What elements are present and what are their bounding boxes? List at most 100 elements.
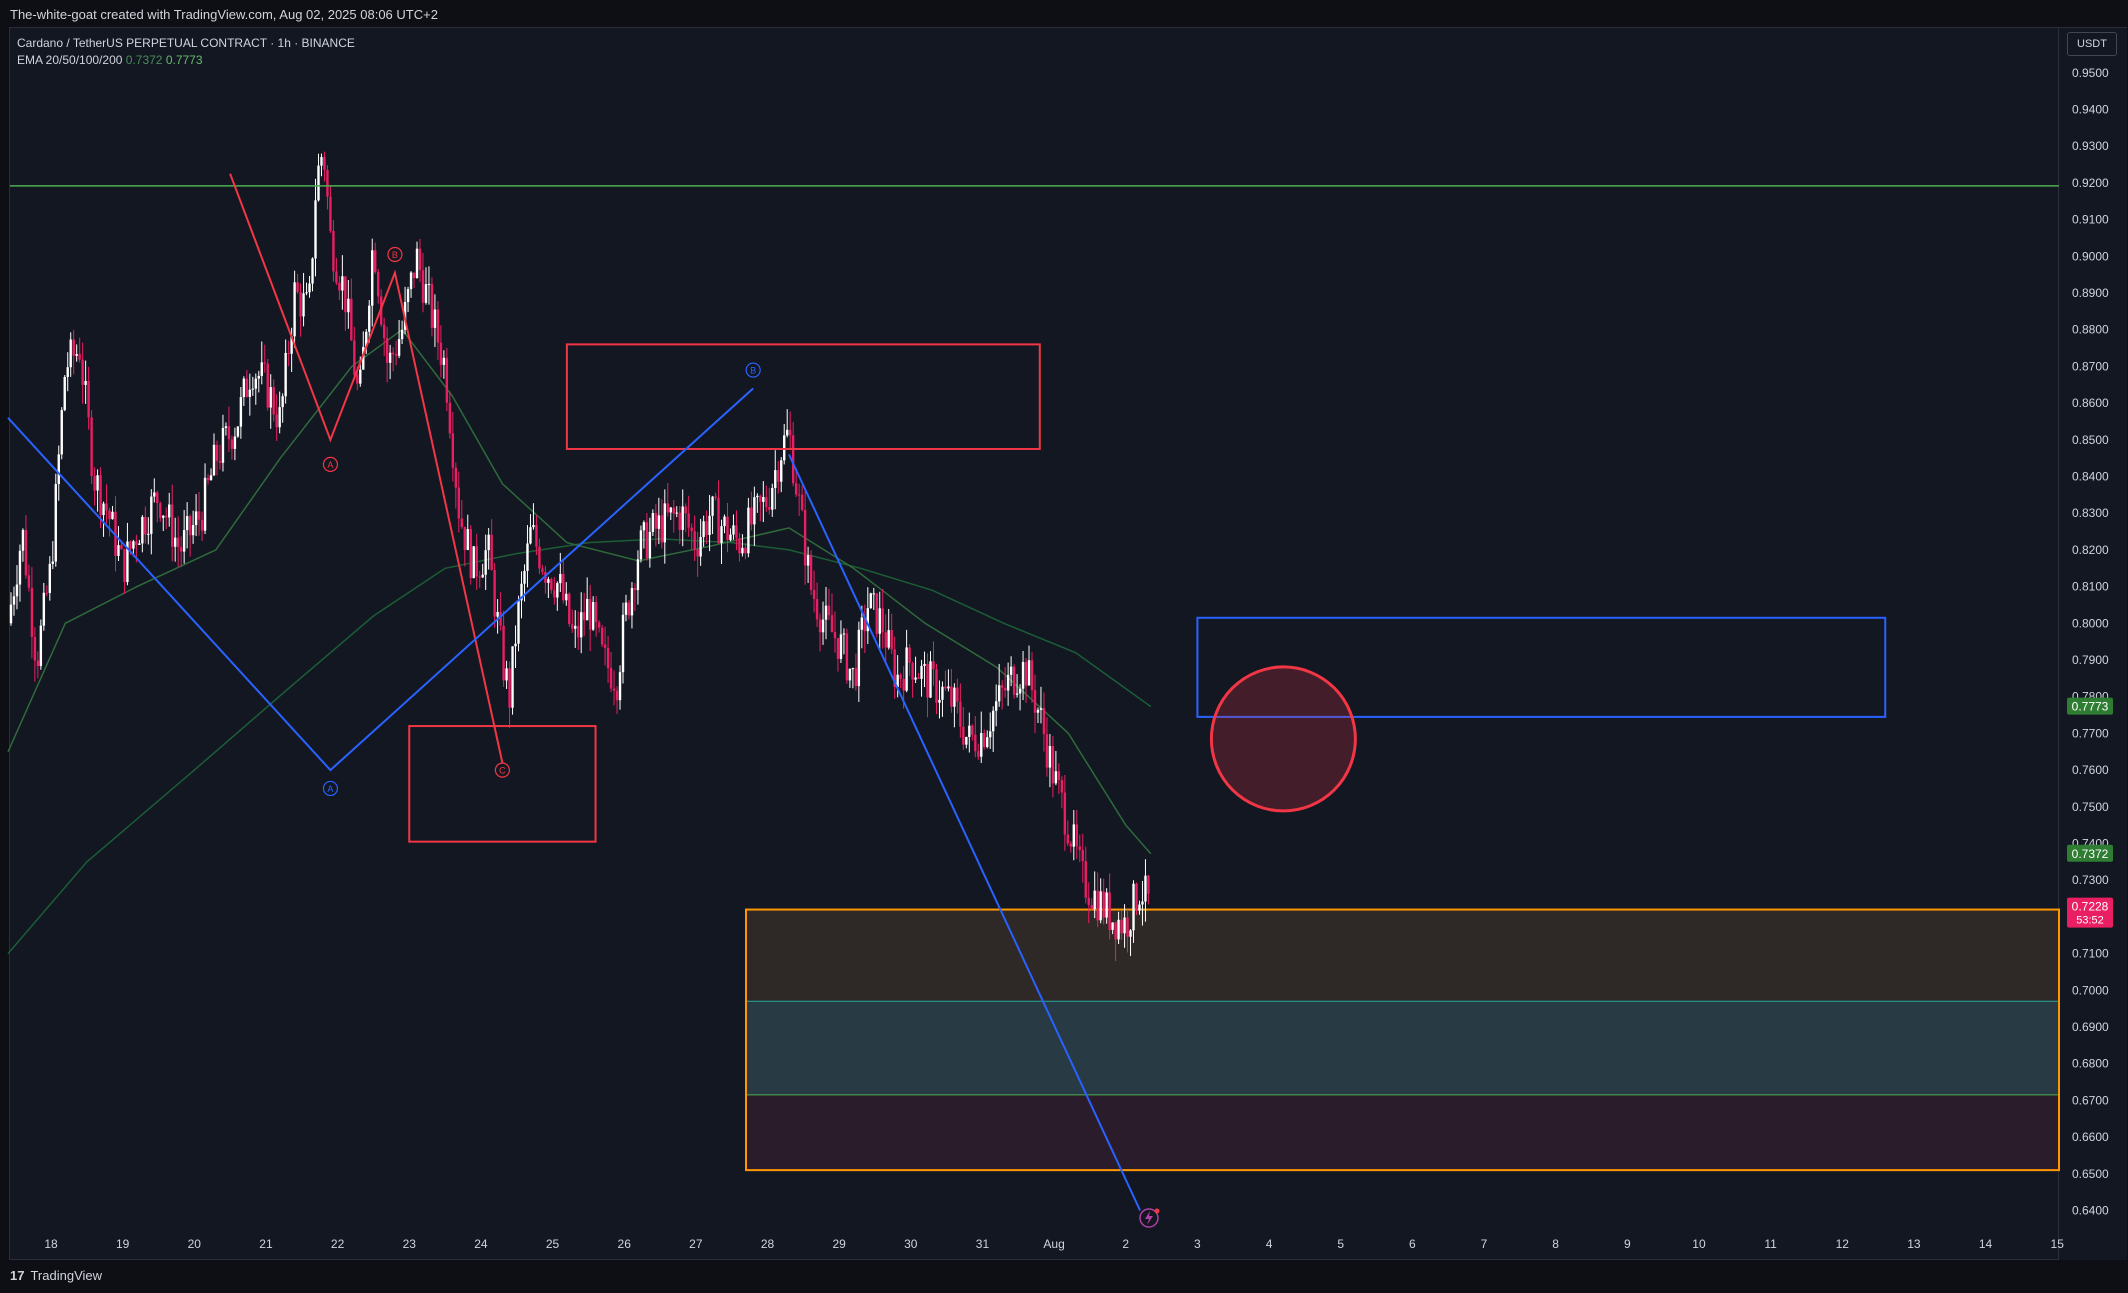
- candle-down: [744, 547, 747, 554]
- x-tick-label: 27: [689, 1237, 703, 1251]
- x-tick-label: 4: [1266, 1237, 1273, 1251]
- x-tick-label: 18: [44, 1237, 58, 1251]
- candle-down: [562, 573, 565, 601]
- candle-down: [759, 495, 762, 502]
- candle-down: [588, 598, 592, 630]
- candle-up: [565, 593, 568, 601]
- blue-abc-wave: [7, 387, 754, 772]
- red-wave-label-a-circle: [322, 456, 339, 472]
- candle-up: [860, 617, 864, 630]
- y-tick-label: 0.9500: [2072, 66, 2109, 80]
- candle-down: [809, 555, 813, 590]
- candle-down: [582, 612, 586, 621]
- candle-up: [365, 331, 368, 347]
- candle-up: [989, 731, 992, 738]
- candle-down: [627, 602, 631, 616]
- price-axis[interactable]: [2059, 27, 2127, 1260]
- candle-up: [293, 282, 296, 337]
- candle-down: [1066, 834, 1070, 844]
- chart-legend: Cardano / TetherUS PERPETUAL CONTRACT · …: [17, 35, 355, 69]
- candle-up: [630, 588, 634, 616]
- candle-up: [260, 362, 263, 376]
- candle-down: [899, 674, 902, 679]
- red-box-upper: [565, 343, 1041, 450]
- candle-down: [577, 625, 580, 638]
- candle-up: [281, 396, 284, 408]
- demand-zone-band-2: [746, 1094, 2059, 1171]
- candle-up: [923, 663, 926, 666]
- candle-down: [421, 270, 425, 303]
- candle-down: [1051, 746, 1055, 784]
- candle-up: [18, 550, 22, 585]
- candle-up: [433, 309, 437, 328]
- candle-up: [648, 531, 652, 559]
- candle-down: [394, 354, 398, 356]
- candle-up: [574, 625, 577, 629]
- tradingview-logo[interactable]: 17 TradingView: [10, 1268, 102, 1283]
- candle-down: [750, 507, 753, 525]
- candle-up: [51, 561, 54, 564]
- candle-down: [678, 512, 681, 530]
- y-axis-labels: 0.9500 0.9400 0.9300 0.9200 0.9100 0.9000 0.89…: [2072, 66, 2109, 1218]
- candle-up: [317, 165, 320, 201]
- candle-up: [756, 495, 759, 498]
- candle-down: [600, 627, 604, 645]
- candles-layer: [9, 151, 1150, 961]
- candle-down: [845, 633, 849, 681]
- y-tick-label: 0.8300: [2072, 506, 2109, 520]
- candle-up: [636, 559, 640, 591]
- candle-down: [609, 668, 613, 689]
- candle-down: [645, 522, 649, 559]
- candle-down: [830, 615, 834, 633]
- demand-zone-band-1: [746, 1001, 2059, 1095]
- candle-up: [848, 668, 852, 681]
- candle-up: [481, 574, 484, 578]
- candle-down: [81, 359, 84, 385]
- candle-down: [135, 541, 138, 545]
- candle-down: [296, 282, 299, 292]
- x-tick-label: 15: [2051, 1237, 2065, 1251]
- alert-icon[interactable]: [1139, 1208, 1160, 1228]
- candle-down: [935, 669, 938, 703]
- candle-down: [245, 378, 249, 397]
- candle-down: [926, 663, 929, 698]
- price-tag-2: [2067, 897, 2113, 928]
- candle-down: [1096, 890, 1099, 921]
- candle-up: [251, 388, 255, 390]
- candle-down: [353, 340, 356, 375]
- candle-down: [1075, 824, 1078, 847]
- candle-down: [263, 362, 266, 364]
- symbol-title[interactable]: Cardano / TetherUS PERPETUAL CONTRACT · …: [17, 36, 355, 50]
- y-tick-label: 0.9100: [2072, 213, 2109, 227]
- candle-up: [39, 625, 43, 667]
- price-tag-0: [2067, 697, 2113, 715]
- candle-down: [350, 298, 353, 341]
- candle-up: [511, 646, 514, 708]
- candle-down: [129, 541, 132, 549]
- candle-down: [1057, 771, 1061, 780]
- x-tick-label: 31: [976, 1237, 990, 1251]
- x-tick-label: 12: [1836, 1237, 1850, 1251]
- candle-down: [412, 272, 416, 279]
- blue-target-box: [1196, 616, 1887, 718]
- candle-down: [206, 477, 210, 481]
- candle-down: [197, 511, 201, 520]
- candle-up: [806, 555, 810, 566]
- ema-legend[interactable]: EMA 20/50/100/200 0.7372 0.7773: [17, 52, 355, 69]
- candle-down: [836, 638, 840, 659]
- candle-up: [126, 541, 129, 583]
- y-tick-label: 0.8600: [2072, 396, 2109, 410]
- currency-button[interactable]: USDT: [2067, 32, 2117, 56]
- candle-up: [1048, 746, 1052, 768]
- y-tick-label: 0.6400: [2072, 1204, 2109, 1218]
- candle-up: [914, 677, 917, 680]
- candle-down: [788, 429, 792, 436]
- candle-down: [457, 487, 461, 519]
- y-tick-label: 0.7900: [2072, 653, 2109, 667]
- candle-up: [517, 600, 520, 644]
- candle-up: [929, 661, 932, 698]
- candle-down: [1126, 917, 1129, 937]
- candle-up: [15, 584, 19, 597]
- candle-down: [338, 282, 341, 291]
